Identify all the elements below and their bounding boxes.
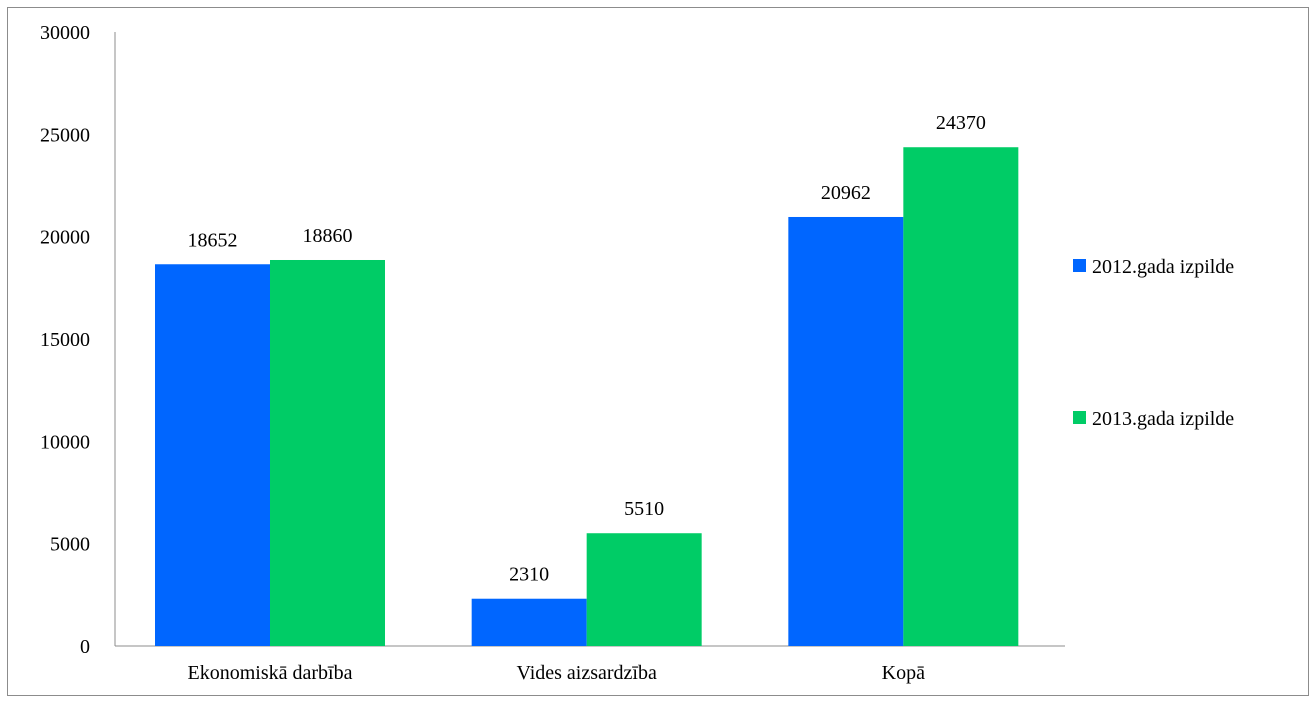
bar-2-3 (903, 147, 1019, 646)
data-label: 18652 (188, 229, 238, 251)
data-label: 24370 (936, 112, 986, 134)
y-tick-label: 20000 (40, 227, 90, 249)
x-tick-label: Ekonomiskā darbība (188, 662, 353, 684)
bar-2-2 (586, 533, 702, 646)
data-label: 18860 (303, 225, 353, 247)
data-label: 5510 (624, 498, 664, 520)
data-labels: 18652 18860 2310 5510 20962 24370 (188, 112, 986, 585)
y-tick-label: 0 (80, 636, 90, 658)
y-tick-label: 25000 (40, 124, 90, 146)
legend-swatch (1073, 259, 1086, 272)
bar-1-2 (471, 598, 587, 646)
y-tick-label: 10000 (40, 431, 90, 453)
x-tick-label: Vides aizsardzība (516, 662, 657, 684)
bars (155, 147, 1019, 647)
x-tick-label: Kopā (882, 662, 925, 684)
legend-label: 2012.gada izpilde (1092, 256, 1234, 278)
data-label: 2310 (509, 564, 549, 586)
y-tick-label: 15000 (40, 329, 90, 351)
y-tick-labels: 0 5000 10000 15000 20000 25000 30000 (40, 22, 90, 658)
data-label: 20962 (821, 182, 871, 204)
bar-1-3 (788, 216, 904, 647)
bar-1-1 (155, 264, 270, 646)
legend: 2012.gada izpilde 2013.gada izpilde (1073, 256, 1234, 430)
x-tick-labels: Ekonomiskā darbība Vides aizsardzība Kopā (188, 662, 926, 684)
legend-swatch (1073, 411, 1086, 424)
legend-label: 2013.gada izpilde (1092, 408, 1234, 430)
y-tick-label: 30000 (40, 22, 90, 44)
bar-2-1 (270, 259, 385, 646)
y-tick-label: 5000 (50, 534, 90, 556)
